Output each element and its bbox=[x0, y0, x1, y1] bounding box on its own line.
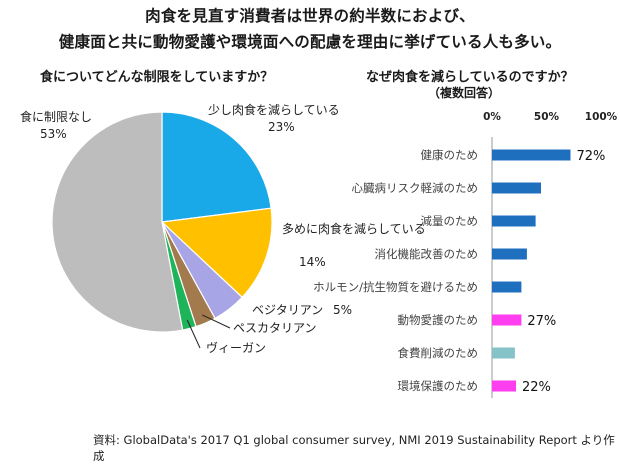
pie-chart-title: 食についてどんな制限をしていますか？ bbox=[40, 70, 274, 85]
pie-slice-0 bbox=[161, 111, 272, 223]
bar-category-label: 食費削減のため bbox=[398, 346, 479, 360]
pie-slice-1 bbox=[160, 207, 273, 299]
chart-title-line1: 肉食を見直す消費者は世界の約半数におよび、 bbox=[145, 7, 475, 25]
bar-category-label: 減量のため bbox=[421, 214, 479, 228]
pie-label-pescatarian: ペスカタリアン bbox=[233, 321, 317, 335]
source-note: 資料: GlobalData's 2017 Q1 global consumer… bbox=[93, 433, 615, 463]
bar-category-label: 環境保護のため bbox=[398, 379, 479, 393]
pie-leader-line-4 bbox=[186, 319, 201, 349]
bar-x-tick-label: 100% bbox=[585, 111, 618, 123]
bar-category-label: 健康のため bbox=[421, 148, 479, 162]
pie-value-vegetarian: 5% bbox=[333, 303, 353, 317]
bar-3 bbox=[492, 248, 527, 260]
pie-label-vegan: ヴィーガン bbox=[206, 341, 267, 355]
pie-value-no-restriction: 53% bbox=[40, 127, 67, 141]
pie-label-no-restriction: 食に制限なし bbox=[20, 110, 93, 124]
bar-4 bbox=[492, 281, 522, 293]
bar-x-tick-label: 50% bbox=[534, 111, 560, 123]
bar-value-label: 72% bbox=[577, 149, 606, 164]
pie-value-slight-reduce: 23% bbox=[268, 120, 295, 134]
bar-category-label: 消化機能改善のため bbox=[375, 247, 479, 261]
bar-value-label: 27% bbox=[527, 314, 556, 329]
bar-x-tick-label: 0% bbox=[483, 111, 501, 123]
bar-chart-subtitle: （複数回答） bbox=[428, 86, 501, 100]
bar-2 bbox=[492, 215, 536, 227]
chart-title-line2: 健康面と共に動物愛護や環境面への配慮を理由に挙げている人も多い。 bbox=[58, 33, 562, 51]
pie-value-more-reduce: 14% bbox=[299, 255, 326, 269]
bar-1 bbox=[492, 182, 541, 194]
bar-category-label: 心臓病リスク軽減のため bbox=[352, 181, 479, 195]
bar-6 bbox=[492, 347, 515, 359]
bar-0 bbox=[492, 149, 571, 161]
pie-slice-5 bbox=[51, 111, 184, 333]
pie-label-more-reduce: 多めに肉食を減らしている bbox=[282, 222, 426, 236]
pie-leader-line-3 bbox=[201, 314, 231, 329]
bar-chart-title: なぜ肉食を減らしているのですか？ bbox=[366, 70, 574, 85]
bar-category-label: ホルモン/抗生物質を避けるため bbox=[313, 280, 478, 294]
pie-label-slight-reduce: 少し肉食を減らしている bbox=[208, 103, 340, 117]
bar-5 bbox=[492, 314, 522, 326]
bar-category-label: 動物愛護のため bbox=[398, 313, 479, 327]
bar-7 bbox=[492, 380, 516, 392]
bar-value-label: 22% bbox=[522, 380, 551, 395]
pie-label-vegetarian: ベジタリアン bbox=[252, 303, 324, 317]
